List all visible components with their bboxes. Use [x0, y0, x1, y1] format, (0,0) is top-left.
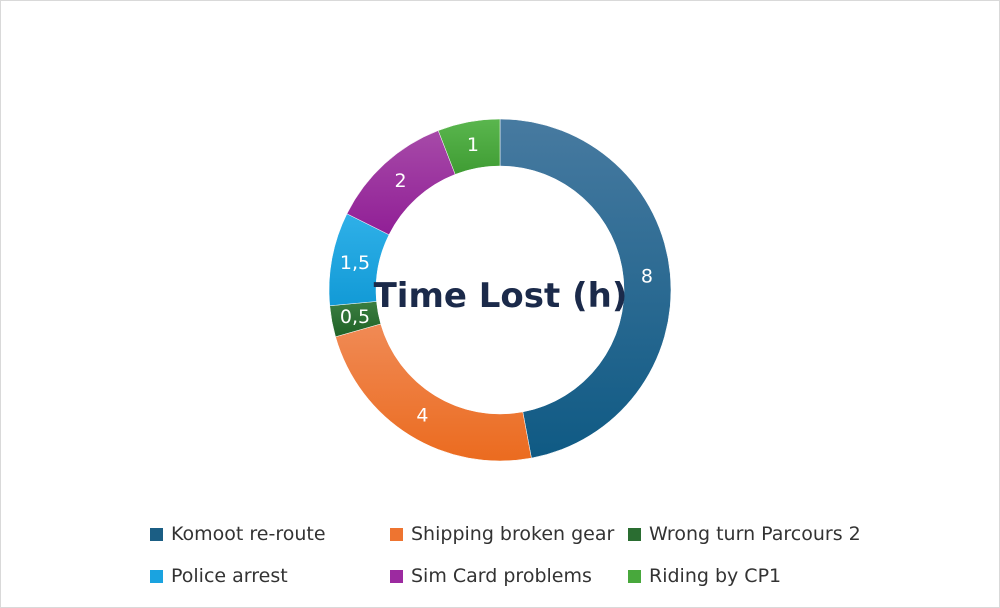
data-label-police-arrest: 1,5 [340, 252, 370, 274]
data-label-sim-card-problems: 2 [395, 170, 407, 192]
legend-item-sim-card-problems: Sim Card problems [390, 561, 592, 591]
chart-title: Time Lost (h) [373, 276, 628, 316]
legend-swatch [150, 527, 163, 541]
legend-swatch [390, 527, 403, 541]
legend-item-police-arrest: Police arrest [150, 561, 288, 591]
donut-slices [328, 118, 672, 462]
data-label-shipping-broken-gear: 4 [416, 404, 428, 426]
legend-label: Police arrest [171, 565, 288, 587]
legend-item-wrong-turn-parcours-2: Wrong turn Parcours 2 [628, 519, 861, 549]
legend-swatch [150, 569, 163, 583]
legend: Komoot re-route Shipping broken gear Wro… [150, 519, 890, 599]
legend-label: Komoot re-route [171, 523, 326, 545]
slice-komoot-re-route [499, 118, 672, 459]
legend-swatch [628, 527, 641, 541]
legend-swatch [628, 569, 641, 583]
legend-label: Riding by CP1 [649, 565, 782, 587]
legend-label: Sim Card problems [411, 565, 592, 587]
legend-label: Wrong turn Parcours 2 [649, 523, 861, 545]
slice-riding-by-cp1 [437, 118, 501, 175]
legend-item-shipping-broken-gear: Shipping broken gear [390, 519, 614, 549]
legend-item-komoot-re-route: Komoot re-route [150, 519, 326, 549]
data-label-riding-by-cp1: 1 [467, 134, 479, 156]
slice-shipping-broken-gear [335, 323, 532, 462]
legend-label: Shipping broken gear [411, 523, 615, 545]
data-label-wrong-turn-parcours-2: 0,5 [340, 306, 370, 328]
legend-item-riding-by-cp1: Riding by CP1 [628, 561, 781, 591]
legend-swatch [390, 569, 403, 583]
slice-labels: 8 4 0,5 1,5 2 1 [340, 134, 653, 426]
data-label-komoot-re-route: 8 [641, 265, 653, 287]
